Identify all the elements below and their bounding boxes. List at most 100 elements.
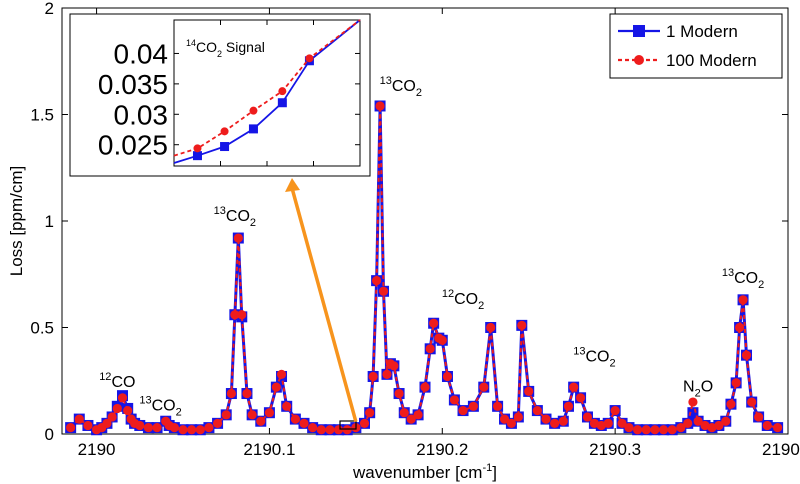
data-point-100-modern [372,276,382,286]
data-point-100-modern [693,416,703,426]
data-point-100-modern [107,412,117,422]
data-point-100-modern [242,388,252,399]
data-point-100-modern [738,295,748,305]
inset-point-100-modern [193,144,202,153]
inset-point-1-modern [220,142,230,152]
inset-title-sub: 2 [217,49,222,59]
data-point-100-modern [449,395,459,405]
data-point-100-modern [413,410,423,420]
peak-label: 13CO2 [139,395,181,419]
x-tick-label: 2190.1 [243,440,295,459]
data-point-100-modern [442,371,453,382]
data-point-100-modern [221,410,231,420]
data-point-100-modern [425,344,435,354]
data-point-100-modern [394,388,404,399]
data-point-100-modern [558,416,568,426]
data-point-100-modern [700,420,710,431]
inset-point-1-modern [248,124,258,134]
data-point-100-modern [641,425,651,435]
legend: 1 Modern 100 Modern [609,13,783,79]
data-point-100-modern [169,423,179,433]
data-point-100-modern [365,408,375,418]
data-point-100-modern [247,410,257,420]
legend-label-100-modern: 100 Modern [666,51,757,70]
inset-y-tick-label: 0.03 [114,99,169,130]
data-point-100-modern [563,401,574,411]
data-point-100-modern [524,386,534,396]
legend-marker-1-modern [633,25,645,37]
data-point-100-modern [375,101,385,111]
data-point-100-modern [342,425,352,435]
data-point-100-modern [741,350,752,360]
inset-point-100-modern [220,127,229,136]
data-point-100-modern [754,412,764,422]
peak-label-base: CO [392,78,416,95]
data-point-100-modern [541,414,551,424]
data-point-100-modern [596,420,606,431]
peak-label-sub: 2 [695,387,701,399]
peak-label-sub: 2 [250,217,256,229]
data-point-100-modern [117,393,128,403]
peak-label: 13CO2 [380,75,422,99]
data-point-100-modern [437,335,447,345]
data-point-100-modern [420,382,430,392]
data-point-100-modern [271,382,281,392]
data-point-100-modern [429,318,439,328]
data-point-100-modern [316,425,326,435]
peak-label-sub: 2 [758,279,764,291]
data-point-100-modern [204,423,214,433]
data-point-100-modern [589,418,600,428]
inset-point-1-modern [192,151,202,161]
inset-y-tick-label: 0.035 [98,69,168,100]
y-tick-label: 0 [45,425,54,444]
x-tick-label: 2190.3 [589,440,641,459]
legend-box [609,13,783,79]
series-layer [65,100,784,436]
peak-label-sup: 13 [139,395,151,407]
peak-label-base: CO [111,374,135,391]
data-point-100-modern [721,416,731,426]
data-point-100-modern [406,414,416,424]
data-point-100-modern [762,420,772,431]
data-point-100-modern [74,414,84,424]
inset-y-tick-label: 0.04 [114,38,169,69]
peak-label-base: CO [585,349,609,366]
y-axis-label: Loss [ppm/cm] [7,166,26,277]
data-point-100-modern [83,420,93,431]
data-point-100-modern [650,425,660,435]
data-point-100-modern [617,418,627,428]
data-point-100-modern [276,369,287,379]
data-point-100-modern [458,405,468,416]
peak-label-base: CO [226,208,250,225]
data-point-100-modern [499,414,510,424]
peak-label-sup: 13 [214,205,226,217]
peak-label-sub: 2 [176,407,182,419]
y-tick-label: 2 [45,0,54,18]
data-point-100-modern [517,320,527,330]
data-point-100-modern [726,399,736,409]
data-point-100-modern [683,418,693,428]
data-point-100-modern [399,408,409,418]
data-point-100-modern [479,382,489,392]
x-axis-label-end: ] [492,463,497,482]
zoom-region-box [339,420,357,430]
data-point-100-modern [603,418,613,428]
data-point-100-modern [378,286,389,296]
data-point-100-modern [658,425,669,435]
data-point-100-modern [135,420,145,431]
peak-label-sup: 12 [442,288,454,300]
inset-title-sup: 14 [186,38,196,48]
data-point-100-modern [308,423,318,433]
data-point-100-modern [325,425,335,435]
x-axis-label-sup: -1 [482,462,492,474]
data-point-100-modern [667,425,677,435]
peak-label-tail: O [701,378,713,395]
data-point-100-modern [212,418,223,428]
peak-label-base: CO [152,398,176,415]
data-point-100-modern [714,420,724,431]
data-point-100-modern [382,369,392,379]
data-point-100-modern [178,425,188,435]
data-point-100-modern [532,405,542,416]
